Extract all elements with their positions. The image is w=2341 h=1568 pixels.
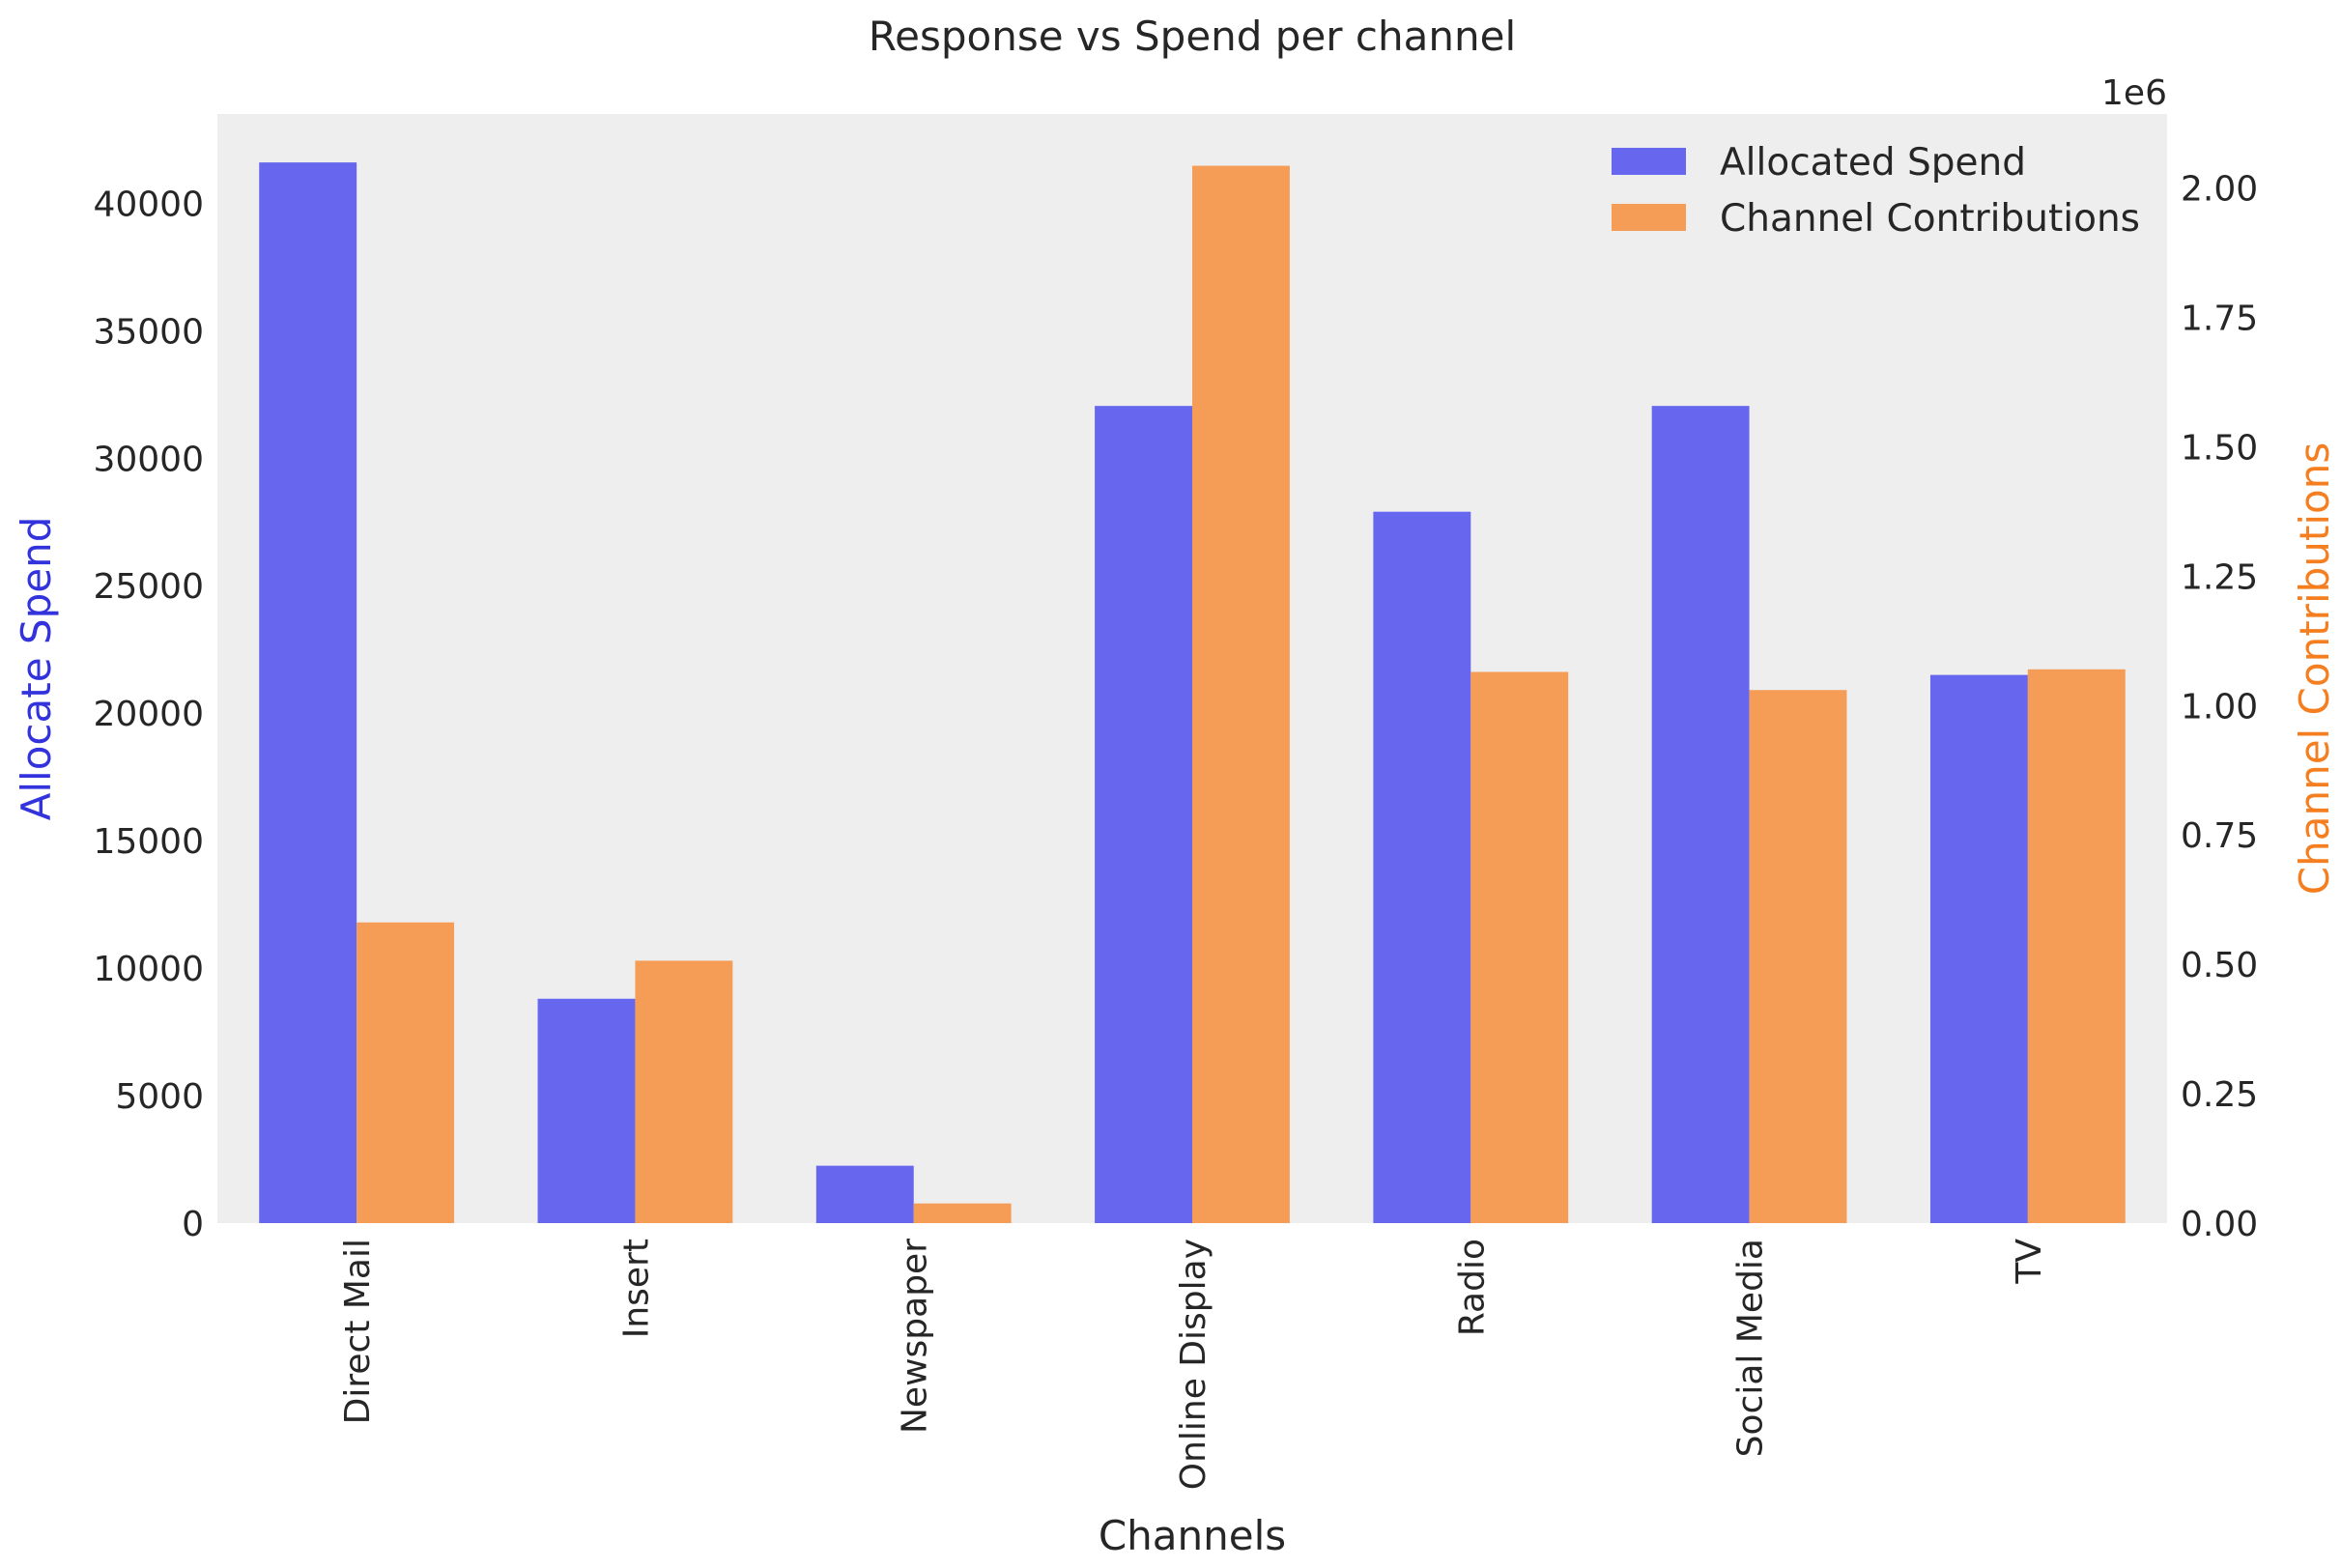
right-y-tick-label: 0.00	[2181, 1205, 2258, 1244]
right-y-tick-label: 1.75	[2181, 299, 2258, 339]
left-y-tick-label: 15000	[93, 822, 204, 862]
left-y-tick-label: 35000	[93, 312, 204, 352]
bar-allocated-spend-insert	[537, 998, 636, 1223]
bar-allocated-spend-online-display	[1095, 406, 1192, 1224]
legend-swatch-allocated-spend	[1612, 148, 1686, 175]
bar-allocated-spend-radio	[1373, 511, 1471, 1223]
right-y-tick-label: 0.75	[2181, 816, 2258, 856]
legend-swatch-channel-contributions	[1612, 204, 1686, 231]
x-tick-label: Online Display	[1174, 1239, 1213, 1490]
left-y-tick-label: 0	[182, 1205, 204, 1244]
bar-channel-contributions-tv	[2027, 669, 2126, 1223]
left-y-tick-label: 30000	[93, 440, 204, 479]
right-y-tick-label: 0.50	[2181, 946, 2258, 985]
chart-title: Response vs Spend per channel	[869, 13, 1516, 60]
bar-channel-contributions-direct-mail	[357, 922, 455, 1223]
right-y-tick-label: 2.00	[2181, 170, 2258, 210]
right-y-axis-label: Channel Contributions	[2291, 442, 2338, 895]
legend-label-channel-contributions: Channel Contributions	[1720, 197, 2140, 241]
left-y-tick-label: 10000	[93, 950, 204, 989]
left-y-tick-labels: 0 5000 10000 15000 20000 25000 30000 35000 40000	[93, 185, 204, 1244]
right-y-tick-label: 0.25	[2181, 1075, 2258, 1115]
x-tick-label: TV	[2010, 1239, 2049, 1285]
legend: Allocated Spend Channel Contributions	[1612, 141, 2140, 241]
x-tick-label: Insert	[616, 1239, 656, 1338]
bar-channel-contributions-social-media	[1749, 690, 1847, 1223]
x-tick-labels: Direct Mail Insert Newspaper Online Display…	[338, 1239, 2049, 1491]
x-tick-label: Social Media	[1731, 1239, 1771, 1457]
left-y-tick-label: 5000	[115, 1077, 204, 1117]
x-tick-label: Direct Mail	[338, 1239, 378, 1424]
bar-channel-contributions-newspaper	[913, 1203, 1012, 1223]
bars-group	[259, 162, 2126, 1224]
left-y-axis-label: Allocate Spend	[13, 517, 60, 821]
x-tick-label: Radio	[1452, 1239, 1492, 1336]
bar-allocated-spend-direct-mail	[259, 162, 357, 1223]
x-axis-label: Channels	[1099, 1512, 1286, 1559]
right-y-tick-label: 1.50	[2181, 428, 2258, 468]
left-y-tick-label: 40000	[93, 185, 204, 224]
x-tick-label: Newspaper	[896, 1239, 935, 1434]
right-y-tick-label: 1.25	[2181, 557, 2258, 597]
left-y-tick-label: 20000	[93, 695, 204, 734]
right-axis-offset-label: 1e6	[2101, 73, 2167, 113]
legend-label-allocated-spend: Allocated Spend	[1720, 141, 2026, 185]
bar-allocated-spend-tv	[1929, 674, 2028, 1223]
right-y-tick-label: 1.00	[2181, 687, 2258, 727]
bar-allocated-spend-newspaper	[815, 1165, 914, 1223]
bar-allocated-spend-social-media	[1651, 406, 1750, 1224]
left-y-tick-label: 25000	[93, 567, 204, 607]
right-y-tick-labels: 0.00 0.25 0.50 0.75 1.00 1.25 1.50 1.75 2.00	[2181, 170, 2258, 1244]
bar-channel-contributions-radio	[1470, 671, 1569, 1223]
bar-channel-contributions-online-display	[1192, 165, 1290, 1223]
bar-channel-contributions-insert	[635, 960, 733, 1223]
